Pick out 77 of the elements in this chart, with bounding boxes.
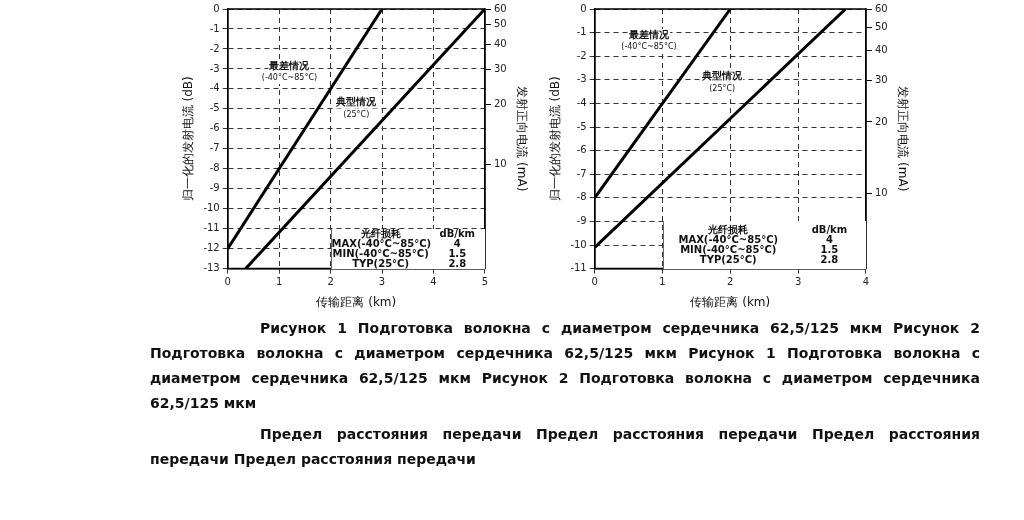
y-axis-title: 归一化的发射电流 (dB) (181, 76, 196, 202)
y2-tick-label: 20 (493, 97, 507, 109)
y-tick-label: -6 (576, 144, 587, 156)
annotation: MIN(-40°C~85°C) (331, 247, 429, 259)
annotation: dB/km (810, 223, 849, 235)
text: Предел расстояния передачи Предел расстояния передачи Предел расстояния передачи Предел расстояния передачи (150, 425, 980, 469)
annotation: MAX(-40°C~85°C) (677, 234, 780, 245)
annotation: 4 (453, 237, 461, 249)
x-tick-label: 2 (727, 276, 734, 288)
annotation: 2.8 (447, 257, 468, 269)
y-tick-label: -5 (576, 120, 587, 132)
y-tick-label: -8 (576, 191, 587, 203)
x-tick-label: 5 (481, 276, 489, 288)
x-tick-label: 3 (378, 276, 386, 288)
x-tick-label: 3 (794, 276, 802, 288)
y2-tick-label: 30 (493, 62, 507, 74)
y-tick-label: -3 (576, 73, 587, 85)
y-tick-label: -7 (576, 167, 587, 179)
x-tick-label: 4 (862, 276, 870, 288)
annotation: MIN(-40°C~85°C) (680, 244, 777, 255)
y-tick-label: -1 (576, 26, 587, 38)
y-tick-label: -9 (209, 182, 220, 194)
annotation: TYP(25°C) (699, 254, 757, 265)
y2-tick-label: 10 (874, 186, 888, 198)
y2-tick-label: 40 (874, 44, 888, 56)
y-tick-label: -10 (203, 202, 220, 214)
y2-tick-label: 40 (493, 37, 507, 49)
x-tick-label: 0 (224, 276, 231, 288)
y-tick-label: -10 (570, 238, 587, 250)
y-tick-label: -1 (209, 22, 220, 34)
y-tick-label: 0 (213, 2, 220, 14)
annotation: 2.8 (819, 253, 840, 265)
annotation: 典型情况 (25°C) (335, 96, 378, 119)
annotation: 最差情况 (-40°C~85°C) (261, 59, 318, 83)
y2-tick-label: 10 (493, 157, 507, 169)
y-tick-label: -6 (209, 122, 220, 134)
y2-axis-title: 发射正向电流 (mA) (895, 86, 910, 192)
y-axis-title: 归一化的发射电流 (dB) (548, 76, 563, 202)
y-tick-label: 0 (580, 2, 587, 14)
y-tick-label: -12 (203, 242, 220, 254)
y2-tick-label: 50 (874, 21, 888, 33)
annotation: TYP(25°C) (352, 257, 409, 269)
y-tick-label: -7 (209, 142, 220, 154)
annotation: 1.5 (819, 243, 840, 255)
x-tick-label: 4 (430, 276, 437, 288)
y2-tick-label: 60 (874, 2, 888, 14)
y2-tick-label: 50 (493, 18, 507, 30)
x-tick-label: 1 (659, 276, 666, 288)
y-tick-label: -4 (209, 82, 220, 94)
annotation: dB/km (438, 227, 476, 239)
y-tick-label: -2 (209, 42, 220, 54)
y2-tick-label: 20 (874, 115, 888, 127)
y-tick-label: -5 (209, 102, 220, 114)
annotation: MAX(-40°C~85°C) (331, 237, 432, 249)
annotation: 典型情况 (25°C) (701, 70, 744, 93)
annotation: 1.5 (447, 247, 468, 259)
annotation: 光纤损耗 (359, 227, 402, 239)
x-axis-title: 传输距离 (km) (316, 294, 397, 309)
y-tick-label: -8 (209, 162, 220, 174)
y-tick-label: -4 (576, 96, 587, 108)
x-tick-label: 0 (591, 276, 598, 288)
y-tick-label: -13 (203, 262, 220, 274)
annotation: 最差情况 (-40°C~85°C) (621, 28, 677, 52)
y-tick-label: -11 (203, 222, 220, 234)
x-axis-title: 传输距离 (km) (690, 294, 771, 309)
annotation: 4 (824, 234, 834, 245)
x-tick-label: 1 (275, 276, 283, 288)
annotation: 光纤损耗 (707, 223, 749, 235)
y-tick-label: -3 (209, 62, 220, 74)
y-tick-label: -2 (576, 49, 587, 61)
y2-tick-label: 30 (874, 73, 888, 85)
text: Рисунок 1 Подготовка волокна с диаметром сердечника 62,5/125 мкм Рисунок 2 Подготовка волокна с диаметром сердечника 62,5/125 мкм Рисунок 1 Подготовка волокна с диаметром сердечника 62,5/125 мкм Рисунок 2 Подготовка волокна с диаметром сердечника 62,5/125 мкм (150, 319, 980, 413)
y2-axis-title: 发射正向电流 (mA) (514, 86, 529, 192)
y-tick-label: -11 (570, 262, 587, 274)
y-tick-label: -9 (576, 214, 587, 226)
y2-tick-label: 60 (493, 2, 507, 14)
x-tick-label: 2 (327, 276, 334, 288)
